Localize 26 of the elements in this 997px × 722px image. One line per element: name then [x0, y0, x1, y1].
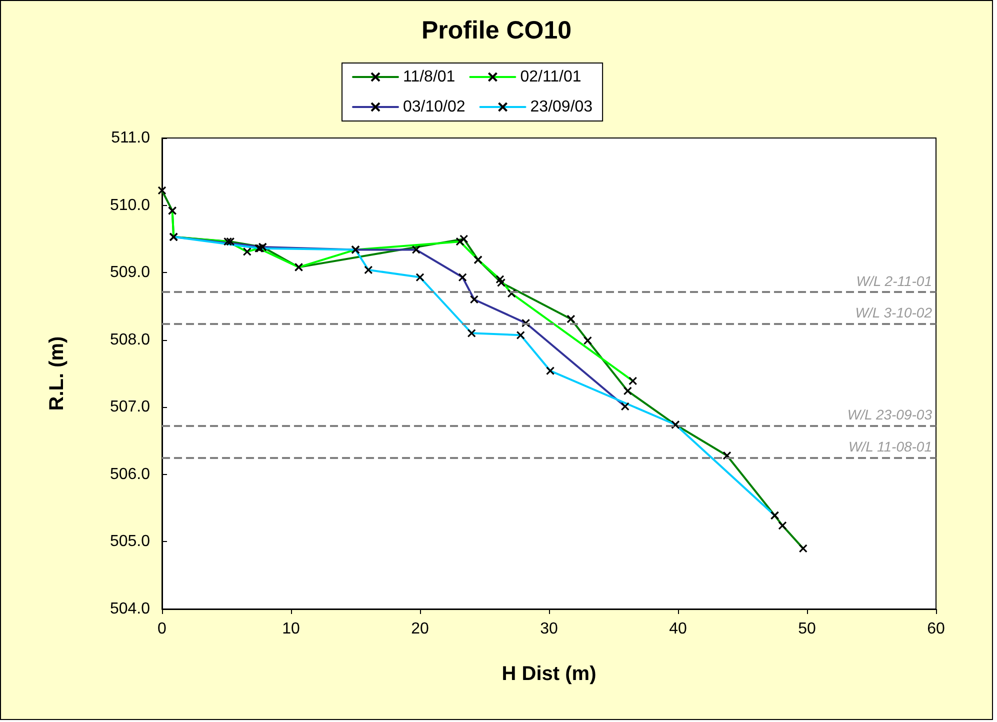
x-tick-label: 60	[927, 620, 945, 638]
x-tick-label: 50	[798, 620, 816, 638]
y-tick-label: 507.0	[110, 398, 150, 416]
ref-line-label: W/L 23-09-03	[847, 406, 932, 422]
y-axis-title: R.L. (m)	[46, 336, 68, 411]
legend-label: 11/8/01	[403, 68, 456, 86]
legend-label: 02/11/01	[520, 68, 582, 86]
legend-label: 03/10/02	[403, 98, 466, 116]
x-tick-label: 0	[158, 620, 167, 638]
x-tick-label: 10	[282, 620, 300, 638]
x-tick-label: 30	[540, 620, 558, 638]
y-tick-label: 508.0	[110, 331, 150, 348]
ref-line-label: W/L 2-11-01	[856, 273, 932, 290]
y-tick-label: 509.0	[110, 264, 150, 282]
y-tick-label: 505.0	[110, 533, 150, 550]
legend-label: 23/09/03	[530, 98, 593, 116]
x-tick-label: 40	[669, 620, 687, 638]
y-tick-label: 504.0	[110, 600, 150, 618]
ref-line-label: W/L 11-08-01	[848, 438, 932, 455]
y-tick-label: 510.0	[110, 196, 150, 214]
x-tick-label: 20	[411, 620, 429, 638]
x-axis-title: H Dist (m)	[502, 663, 596, 685]
y-tick-label: 506.0	[110, 466, 150, 483]
chart-title: Profile CO10	[421, 16, 572, 44]
ref-line-label: W/L 3-10-02	[855, 304, 932, 321]
y-tick-label: 511.0	[111, 130, 150, 146]
